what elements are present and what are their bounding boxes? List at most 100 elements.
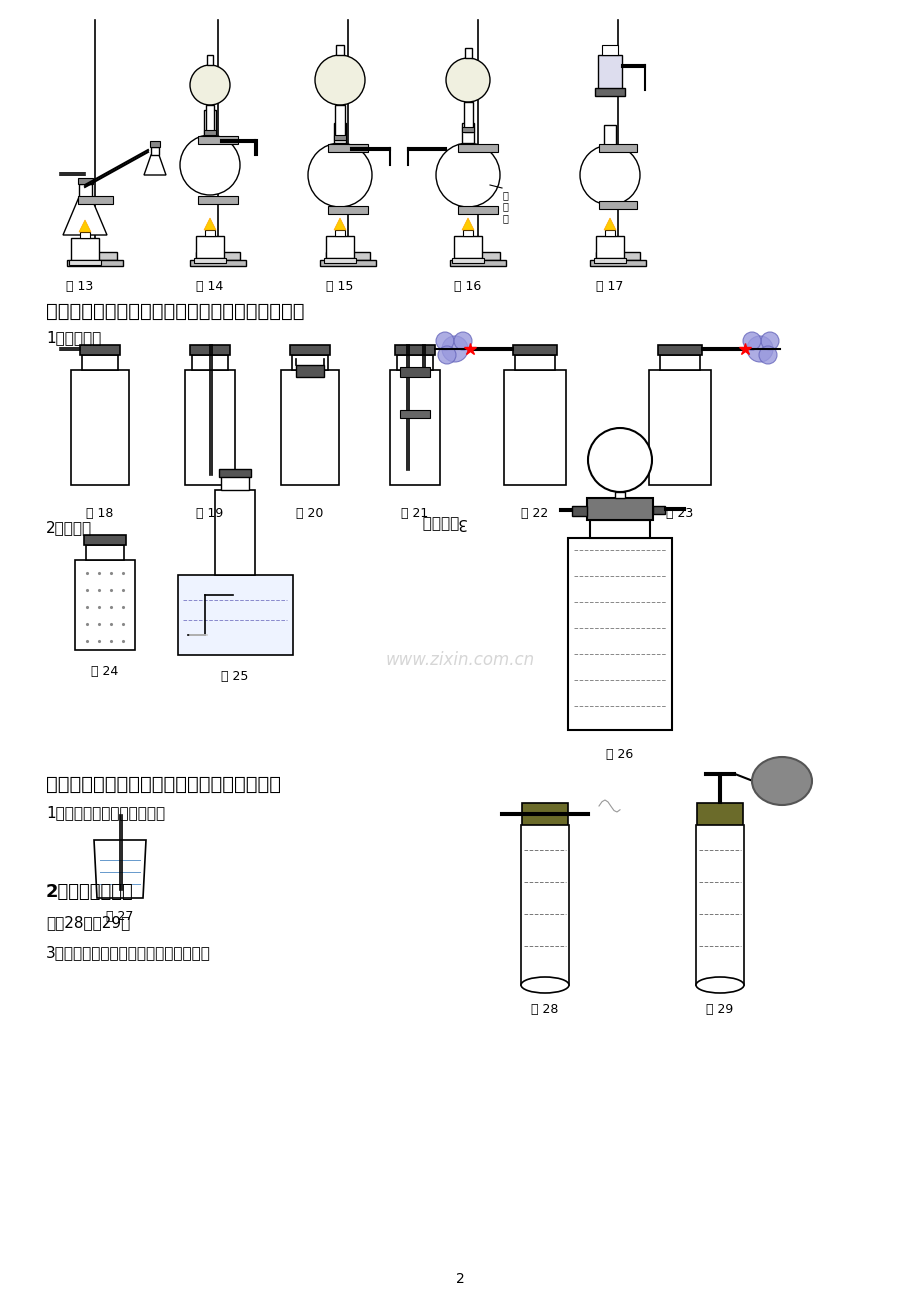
Bar <box>572 506 586 516</box>
Bar <box>394 345 435 355</box>
Bar <box>458 145 497 152</box>
Bar <box>589 260 645 266</box>
Bar <box>461 122 473 143</box>
Polygon shape <box>567 538 671 730</box>
Bar <box>513 345 556 355</box>
Circle shape <box>743 332 760 350</box>
Circle shape <box>437 346 456 365</box>
Polygon shape <box>604 217 616 230</box>
Text: 图 13: 图 13 <box>66 280 94 293</box>
Polygon shape <box>71 370 129 486</box>
Ellipse shape <box>751 756 811 805</box>
Polygon shape <box>94 840 146 898</box>
Bar <box>73 253 117 260</box>
Text: 图 23: 图 23 <box>665 506 693 519</box>
Bar <box>449 260 505 266</box>
Polygon shape <box>504 370 565 486</box>
Circle shape <box>446 59 490 102</box>
Bar <box>325 253 369 260</box>
Polygon shape <box>461 217 473 230</box>
Bar <box>515 355 554 370</box>
Bar <box>400 410 429 418</box>
Bar <box>206 105 214 135</box>
Polygon shape <box>144 155 165 174</box>
Bar <box>521 803 567 825</box>
Bar <box>80 232 90 238</box>
Text: 图 14: 图 14 <box>196 280 223 293</box>
Bar <box>335 46 344 55</box>
Text: 图 15: 图 15 <box>326 280 353 293</box>
Bar <box>456 253 499 260</box>
Bar <box>85 546 124 560</box>
Bar <box>397 355 433 370</box>
Text: 图 28: 图 28 <box>531 1003 558 1016</box>
Circle shape <box>190 65 230 105</box>
Bar <box>194 258 226 263</box>
Bar <box>190 260 245 266</box>
Text: 图 17: 图 17 <box>596 280 623 293</box>
Text: 图 27: 图 27 <box>107 910 133 923</box>
Bar <box>150 141 160 147</box>
Polygon shape <box>96 852 142 893</box>
Bar <box>595 89 624 96</box>
Text: 二、气体收集装置：根据气体的密度和溶解性选择: 二、气体收集装置：根据气体的密度和溶解性选择 <box>46 302 304 322</box>
Bar <box>597 55 621 90</box>
Bar <box>458 206 497 214</box>
Bar <box>335 105 345 141</box>
Bar <box>177 575 292 655</box>
Text: （图28、图29）: （图28、图29） <box>46 915 130 930</box>
Bar <box>71 238 99 260</box>
Circle shape <box>436 143 499 207</box>
Bar <box>79 184 92 197</box>
Text: 图 20: 图 20 <box>296 506 323 519</box>
Bar <box>207 55 213 65</box>
Bar <box>325 236 354 258</box>
Text: 图 19: 图 19 <box>196 506 223 519</box>
Bar <box>69 260 101 266</box>
Bar <box>659 355 699 370</box>
Circle shape <box>453 332 471 350</box>
Bar <box>400 367 429 378</box>
Bar <box>451 258 483 263</box>
Bar <box>657 345 701 355</box>
Bar <box>604 125 616 145</box>
Polygon shape <box>62 197 107 234</box>
Text: 3、排气法: 3、排气法 <box>420 516 466 531</box>
Bar <box>697 803 743 825</box>
Bar <box>296 365 323 378</box>
Bar <box>328 206 368 214</box>
Bar <box>335 230 345 236</box>
Circle shape <box>758 346 777 365</box>
Polygon shape <box>334 217 346 230</box>
Bar <box>461 128 473 132</box>
Bar <box>84 535 126 546</box>
Bar <box>196 253 240 260</box>
Circle shape <box>314 55 365 105</box>
Bar <box>601 46 618 55</box>
Text: 图 24: 图 24 <box>91 665 119 678</box>
Text: 2、燃烧或袋装法: 2、燃烧或袋装法 <box>46 883 133 901</box>
Bar <box>594 258 625 263</box>
Bar <box>596 253 640 260</box>
Bar <box>334 135 346 141</box>
Text: www.zixin.com.cn: www.zixin.com.cn <box>385 651 534 669</box>
Bar <box>463 102 472 132</box>
Polygon shape <box>648 370 710 486</box>
Bar <box>78 178 93 184</box>
Bar <box>192 355 228 370</box>
Polygon shape <box>185 370 234 486</box>
Bar <box>614 492 624 497</box>
Bar <box>204 130 216 135</box>
Bar <box>219 469 251 477</box>
Polygon shape <box>75 560 135 650</box>
Bar <box>221 475 249 490</box>
Text: 图 18: 图 18 <box>86 506 114 519</box>
Bar <box>215 490 255 575</box>
Polygon shape <box>204 217 216 230</box>
Bar <box>78 197 113 204</box>
Circle shape <box>308 143 371 207</box>
Text: 1、在水中溶解性不大的气体: 1、在水中溶解性不大的气体 <box>46 805 165 820</box>
Bar <box>598 201 636 210</box>
Bar <box>151 147 159 155</box>
Bar <box>205 230 215 236</box>
